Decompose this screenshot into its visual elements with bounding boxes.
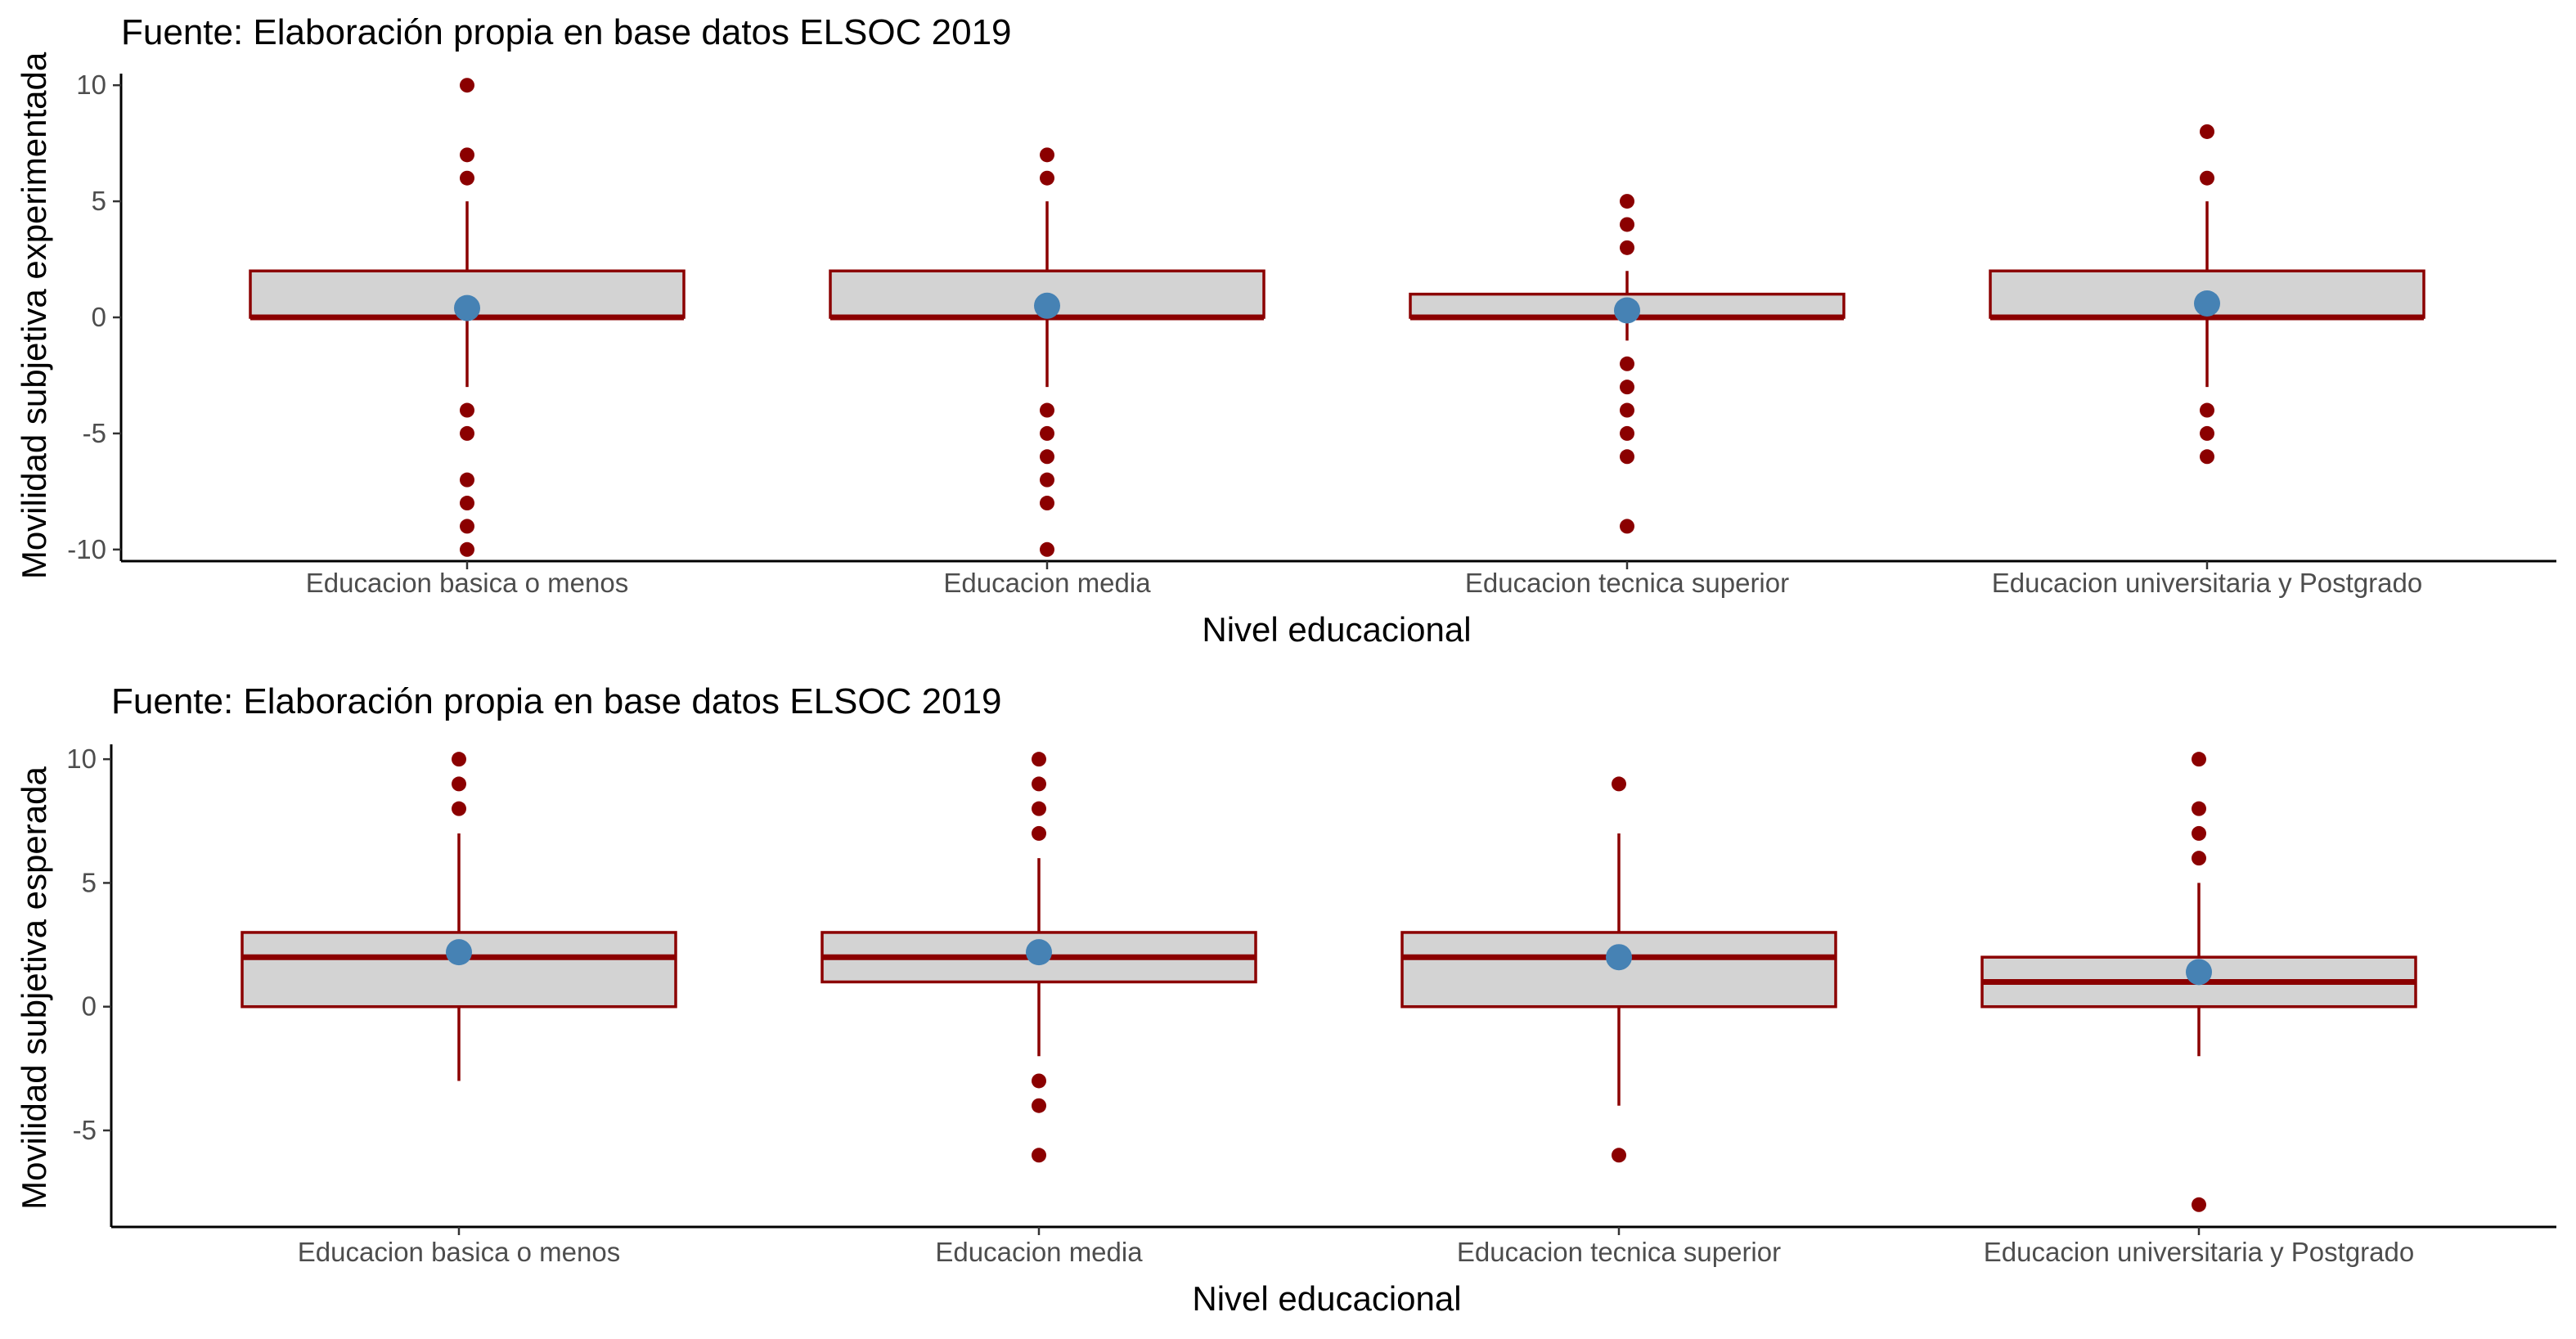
x-tick-label: Educacion tecnica superior: [1465, 568, 1789, 598]
mean-point: [1026, 939, 1052, 966]
outlier-point: [1620, 519, 1634, 534]
outlier-point: [1032, 752, 1046, 767]
outlier-point: [1032, 776, 1046, 792]
outlier-point: [1032, 1148, 1046, 1163]
outlier-point: [1612, 776, 1626, 792]
y-tick-label: 10: [76, 70, 106, 100]
box-group: [249, 78, 686, 557]
plot-area: 10 5 0 -5 -10 Educacion basica o menos Educaci…: [67, 70, 2556, 598]
outlier-point: [2200, 425, 2214, 441]
x-tick-label: Educacion media: [943, 568, 1151, 598]
mean-point: [1606, 944, 1632, 971]
outlier-point: [1620, 449, 1634, 465]
outlier-point: [1040, 541, 1054, 557]
outlier-point: [460, 519, 474, 534]
outlier-point: [1040, 472, 1054, 488]
panel-title: Fuente: Elaboración propia en base datos…: [121, 12, 1012, 52]
panel-esperada: Fuente: Elaboración propia en base datos…: [15, 681, 2556, 1318]
x-tick-label: Educacion media: [935, 1237, 1143, 1267]
mean-point: [1614, 297, 1640, 324]
box-group: [829, 147, 1266, 557]
outlier-point: [2192, 752, 2206, 767]
outlier-point: [460, 170, 474, 186]
outlier-point: [1032, 825, 1046, 841]
outlier-point: [2200, 449, 2214, 465]
box-group: [1989, 124, 2425, 465]
outlier-point: [460, 541, 474, 557]
outlier-point: [2192, 851, 2206, 866]
outlier-point: [460, 472, 474, 488]
outlier-point: [1032, 1098, 1046, 1113]
y-tick-label: -5: [73, 1115, 97, 1145]
outlier-point: [2200, 170, 2214, 186]
mean-point: [1034, 292, 1060, 319]
outlier-point: [460, 402, 474, 418]
outlier-point: [1040, 170, 1054, 186]
y-axis-title: Movilidad subjetiva esperada: [15, 766, 53, 1210]
mean-point: [2194, 290, 2220, 317]
y-tick-label: 5: [82, 867, 97, 897]
outlier-point: [1040, 147, 1054, 163]
outlier-point: [1032, 1073, 1046, 1089]
outlier-point: [1620, 240, 1634, 255]
outlier-point: [2192, 801, 2206, 816]
outlier-point: [1612, 1148, 1626, 1163]
outlier-point: [1620, 425, 1634, 441]
y-tick-label: -5: [83, 418, 106, 448]
box-group: [241, 752, 677, 1081]
outlier-point: [1040, 402, 1054, 418]
outlier-point: [1040, 425, 1054, 441]
panel-experimentada: Fuente: Elaboración propia en base datos…: [15, 12, 2556, 649]
box-group: [1409, 194, 1845, 534]
x-tick-label: Educacion basica o menos: [298, 1237, 620, 1267]
y-tick-label: -10: [67, 534, 106, 564]
x-tick-label: Educacion universitaria y Postgrado: [1984, 1237, 2414, 1267]
x-tick-label: Educacion tecnica superior: [1457, 1237, 1781, 1267]
x-tick-label: Educacion basica o menos: [306, 568, 628, 598]
box-group: [1980, 752, 2417, 1212]
y-tick-label: 0: [92, 302, 106, 332]
outlier-point: [1040, 496, 1054, 511]
outlier-point: [1620, 217, 1634, 232]
outlier-point: [460, 78, 474, 93]
outlier-point: [1620, 380, 1634, 395]
y-tick-label: 10: [66, 744, 97, 774]
box-group: [820, 752, 1257, 1163]
x-axis-title: Nivel educacional: [1192, 1279, 1461, 1318]
mean-point: [2186, 959, 2212, 986]
plot-area: 10 5 0 -5 Educacion basica o menos Educacion …: [66, 744, 2556, 1267]
y-tick-label: 5: [92, 186, 106, 216]
outlier-point: [2192, 825, 2206, 841]
outlier-point: [452, 752, 466, 767]
y-tick-label: 0: [82, 991, 97, 1022]
outlier-point: [2200, 124, 2214, 139]
outlier-point: [460, 496, 474, 511]
x-tick-label: Educacion universitaria y Postgrado: [1992, 568, 2422, 598]
outlier-point: [452, 801, 466, 816]
outlier-point: [1620, 194, 1634, 209]
x-axis-title: Nivel educacional: [1202, 610, 1471, 649]
mean-point: [454, 294, 480, 321]
outlier-point: [1620, 402, 1634, 418]
outlier-point: [1040, 449, 1054, 465]
outlier-point: [2192, 1197, 2206, 1212]
outlier-point: [1032, 801, 1046, 816]
mean-point: [446, 939, 472, 966]
panel-title: Fuente: Elaboración propia en base datos…: [111, 681, 1002, 721]
outlier-point: [460, 425, 474, 441]
outlier-point: [1620, 356, 1634, 371]
outlier-point: [2200, 402, 2214, 418]
box-group: [1400, 776, 1837, 1163]
outlier-point: [460, 147, 474, 163]
outlier-point: [452, 776, 466, 792]
y-axis-title: Movilidad subjetiva experimentada: [15, 52, 53, 579]
